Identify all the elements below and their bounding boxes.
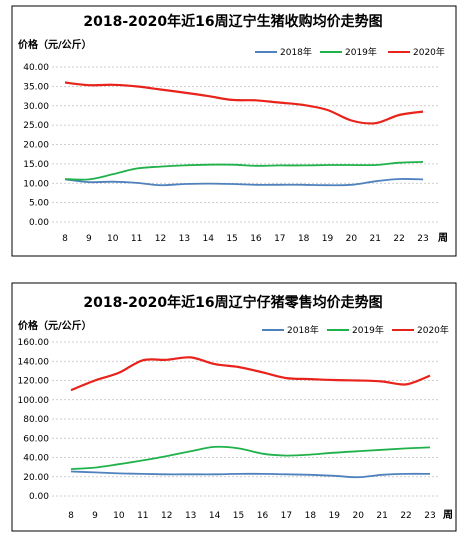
chart-border	[11, 282, 457, 532]
chart-border	[11, 5, 457, 257]
y-tick-label: 160.00	[18, 338, 50, 348]
legend-label: 2018年	[280, 46, 312, 58]
x-axis-label: 周	[443, 509, 453, 521]
x-tick-label: 22	[400, 511, 411, 521]
gridlines	[52, 66, 438, 223]
x-tick-label: 11	[137, 511, 148, 521]
x-tick-label: 23	[424, 511, 435, 521]
chart-title: 2018-2020年近16周辽宁仔猪零售均价走势图	[83, 294, 382, 311]
purchase-price-chart: 2018-2020年近16周辽宁生猪收购均价走势图 价格（元/公斤） 周 201…	[11, 5, 457, 257]
series-lines	[70, 356, 431, 479]
y-axis-label: 价格（元/公斤）	[18, 319, 92, 332]
y-tick-label: 15.00	[23, 160, 49, 170]
x-tick-label: 20	[346, 234, 358, 244]
y-tick-label: 120.00	[18, 377, 50, 387]
x-tick-label: 21	[370, 234, 381, 244]
x-tick-label: 18	[305, 511, 317, 521]
y-tick-label: 0.00	[29, 218, 49, 228]
x-tick-label: 15	[233, 511, 244, 521]
series-lines	[64, 81, 424, 187]
x-tick-label: 22	[393, 234, 404, 244]
gridlines	[52, 341, 438, 497]
x-tick-label: 20	[352, 511, 364, 521]
x-axis-label: 周	[438, 232, 448, 244]
x-tick-label: 12	[161, 511, 172, 521]
x-tick-label: 9	[92, 511, 98, 521]
y-tick-labels: 0.00 20.00 40.00 60.00 80.00 100.00 120.00 140.…	[18, 338, 50, 502]
x-tick-label: 13	[179, 234, 190, 244]
x-tick-labels: 8 9 10 11 12 13 14 15 16 17 18 19 20 21 22 23	[62, 234, 429, 244]
x-tick-label: 18	[298, 234, 310, 244]
y-tick-label: 140.00	[18, 357, 50, 367]
series-line-2018年	[64, 178, 424, 187]
legend: 2018年 2019年 2020年	[255, 46, 445, 58]
legend: 2018年 2019年 2020年	[262, 324, 449, 336]
x-tick-label: 8	[62, 234, 68, 244]
series-line-2019年	[64, 161, 424, 181]
y-tick-label: 20.00	[23, 141, 49, 151]
x-tick-label: 19	[322, 234, 334, 244]
piglet-price-chart: 2018-2020年近16周辽宁仔猪零售均价走势图 价格（元/公斤） 周 201…	[11, 282, 457, 532]
x-tick-label: 10	[113, 511, 125, 521]
series-line-2018年	[70, 470, 431, 479]
x-tick-label: 8	[68, 511, 74, 521]
x-tick-label: 14	[202, 234, 214, 244]
x-tick-label: 16	[250, 234, 262, 244]
x-tick-label: 12	[155, 234, 166, 244]
chart-panel-piglet: 2018-2020年近16周辽宁仔猪零售均价走势图 价格（元/公斤） 周 201…	[0, 277, 466, 537]
y-tick-label: 80.00	[23, 415, 49, 425]
y-tick-labels: 0.00 5.00 10.00 15.00 20.00 25.00 30.00 35.00 40…	[23, 63, 49, 228]
legend-label: 2019年	[352, 324, 384, 336]
chart-panel-purchase: 2018-2020年近16周辽宁生猪收购均价走势图 价格（元/公斤） 周 201…	[0, 0, 466, 260]
legend-label: 2018年	[287, 324, 319, 336]
series-line-2020年	[70, 356, 431, 392]
x-tick-label: 9	[86, 234, 92, 244]
legend-label: 2020年	[417, 324, 449, 336]
x-tick-labels: 8 9 10 11 12 13 14 15 16 17 18 19 20 21 22 23	[68, 511, 436, 521]
x-tick-label: 17	[274, 234, 285, 244]
x-tick-label: 23	[417, 234, 428, 244]
x-tick-label: 15	[226, 234, 237, 244]
series-line-2020年	[64, 81, 424, 125]
y-tick-label: 20.00	[23, 473, 49, 483]
y-tick-label: 40.00	[23, 63, 49, 73]
x-tick-label: 11	[131, 234, 142, 244]
chart-title: 2018-2020年近16周辽宁生猪收购均价走势图	[83, 13, 382, 30]
y-tick-label: 5.00	[29, 199, 49, 209]
y-tick-label: 60.00	[23, 434, 49, 444]
legend-label: 2019年	[345, 46, 377, 58]
y-tick-label: 0.00	[29, 492, 49, 502]
x-tick-label: 17	[281, 511, 292, 521]
y-tick-label: 10.00	[23, 179, 49, 189]
x-tick-label: 14	[209, 511, 221, 521]
x-tick-label: 16	[257, 511, 269, 521]
legend-label: 2020年	[413, 46, 445, 58]
y-tick-label: 40.00	[23, 454, 49, 464]
x-tick-label: 10	[107, 234, 119, 244]
x-tick-label: 21	[376, 511, 387, 521]
y-tick-label: 25.00	[23, 121, 49, 131]
x-tick-label: 13	[185, 511, 196, 521]
y-tick-label: 30.00	[23, 102, 49, 112]
y-tick-label: 35.00	[23, 82, 49, 92]
series-line-2019年	[70, 445, 431, 470]
x-tick-label: 19	[329, 511, 341, 521]
y-axis-label: 价格（元/公斤）	[18, 38, 92, 51]
y-tick-label: 100.00	[18, 396, 50, 406]
